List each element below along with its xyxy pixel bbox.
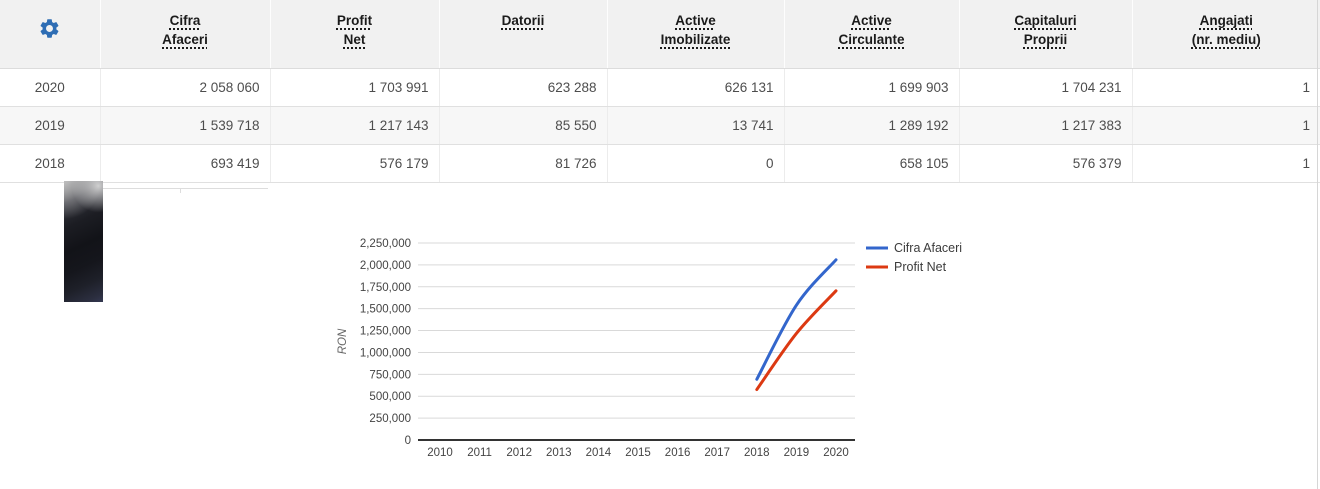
series-line-cifra-afaceri [755,258,838,381]
y-axis-tick-label: 0 [405,435,411,447]
column-header-label: Net [343,32,366,47]
column-header-label: Active [851,13,892,28]
table-cell-active-imobilizate: 626 131 [607,68,785,107]
x-axis-tick-label: 2013 [546,447,572,459]
x-axis-tick-label: 2011 [467,447,492,459]
table-row-2019: 2019 1 539 718 1 217 143 85 550 13 741 1 289 … [0,106,1320,145]
table-cell-cifra-afaceri: 1 539 718 [100,106,271,145]
table-cell-active-imobilizate: 13 741 [607,106,785,145]
table-cell-capitaluri-proprii: 1 217 383 [959,106,1133,145]
y-axis-tick-label: 1,250,000 [360,326,411,338]
x-axis-tick-label: 2015 [625,447,651,459]
empty-cell-divider [180,188,181,193]
row-year-label: 2019 [0,106,101,145]
table-cell-profit-net: 1 217 143 [270,106,440,145]
table-cell-angajati: 1 [1132,68,1320,107]
y-axis-tick-label: 500,000 [369,391,411,403]
y-axis-tick-label: 750,000 [369,369,411,381]
table-cell-angajati: 1 [1132,106,1320,145]
table-header-row: Cifra Afaceri Profit Net Datorii Active Imobil… [0,0,1320,69]
table-cell-cifra-afaceri: 693 419 [100,144,271,183]
window-right-edge-line [1317,0,1318,489]
table-cell-datorii: 85 550 [439,106,608,145]
column-header-active-imobilizate[interactable]: Active Imobilizate [607,0,785,69]
table-cell-angajati: 1 [1132,144,1320,183]
empty-cell-top-border [103,188,268,189]
x-axis-tick-label: 2016 [665,447,691,459]
y-axis-tick-label: 2,250,000 [360,238,411,250]
table-cell-profit-net: 1 703 991 [270,68,440,107]
column-header-datorii[interactable]: Datorii [439,0,608,69]
x-axis-tick-label: 2017 [704,447,730,459]
table-cell-datorii: 623 288 [439,68,608,107]
column-header-label: Profit [336,13,373,28]
table-cell-capitaluri-proprii: 1 704 231 [959,68,1133,107]
x-axis-tick-label: 2020 [823,447,849,459]
legend-label-profit-net: Profit Net [894,260,947,274]
table-row-2020: 2020 2 058 060 1 703 991 623 288 626 131 1 69… [0,68,1320,107]
column-header-profit-net[interactable]: Profit Net [270,0,440,69]
table-cell-active-circulante: 1 699 903 [784,68,960,107]
row-year-label: 2018 [0,144,101,183]
x-axis-tick-label: 2014 [586,447,612,459]
x-axis-tick-label: 2010 [427,447,453,459]
y-axis-tick-label: 2,000,000 [360,260,411,272]
column-header-label: Active [675,13,716,28]
column-header-label: Imobilizate [660,32,731,47]
y-axis-tick-label: 1,500,000 [360,304,411,316]
y-axis-tick-label: 1,750,000 [360,282,411,294]
column-header-active-circulante[interactable]: Active Circulante [784,0,960,69]
table-cell-capitaluri-proprii: 576 379 [959,144,1133,183]
y-axis-tick-label: 1,000,000 [360,347,411,359]
row-year-label: 2020 [0,68,101,107]
table-cell-cifra-afaceri: 2 058 060 [100,68,271,107]
column-header-label: (nr. mediu) [1191,32,1261,47]
x-axis-tick-label: 2019 [784,447,810,459]
table-row-2018: 2018 693 419 576 179 81 726 0 658 105 576 379 1 [0,144,1320,183]
table-body: 2020 2 058 060 1 703 991 623 288 626 131 1 69… [0,68,1320,183]
legend-label-cifra-afaceri: Cifra Afaceri [894,241,962,255]
column-header-capitaluri-proprii[interactable]: Capitaluri Proprii [959,0,1133,69]
table-cell-active-imobilizate: 0 [607,144,785,183]
x-axis-tick-label: 2018 [744,447,770,459]
y-axis-title: RON [337,328,349,354]
column-header-angajati[interactable]: Angajati (nr. mediu) [1132,0,1320,69]
table-cell-profit-net: 576 179 [270,144,440,183]
profile-photo-thumbnail[interactable] [64,181,103,302]
gear-icon [40,18,59,38]
settings-header-cell [0,0,101,69]
financials-table: Cifra Afaceri Profit Net Datorii Active Imobil… [0,0,1320,183]
chart-svg: 0 250,000 500,000 750,000 1,000,000 1,250,000… [337,238,962,459]
table-cell-active-circulante: 658 105 [784,144,960,183]
table-cell-active-circulante: 1 289 192 [784,106,960,145]
financial-line-chart: 0 250,000 500,000 750,000 1,000,000 1,250,000… [330,226,990,488]
table-cell-datorii: 81 726 [439,144,608,183]
y-axis-tick-label: 250,000 [369,413,411,425]
column-header-label: Cifra [169,13,201,28]
column-header-label: Circulante [838,32,905,47]
column-header-cifra-afaceri[interactable]: Cifra Afaceri [100,0,271,69]
settings-gear-button[interactable] [1,11,99,45]
column-header-label: Capitaluri [1014,13,1077,28]
series-line-profit-net [755,289,838,392]
column-header-label: Angajati [1199,13,1253,28]
x-axis-tick-label: 2012 [506,447,532,459]
column-header-label: Datorii [501,13,545,28]
column-header-label: Proprii [1023,32,1068,47]
column-header-label: Afaceri [162,32,208,47]
